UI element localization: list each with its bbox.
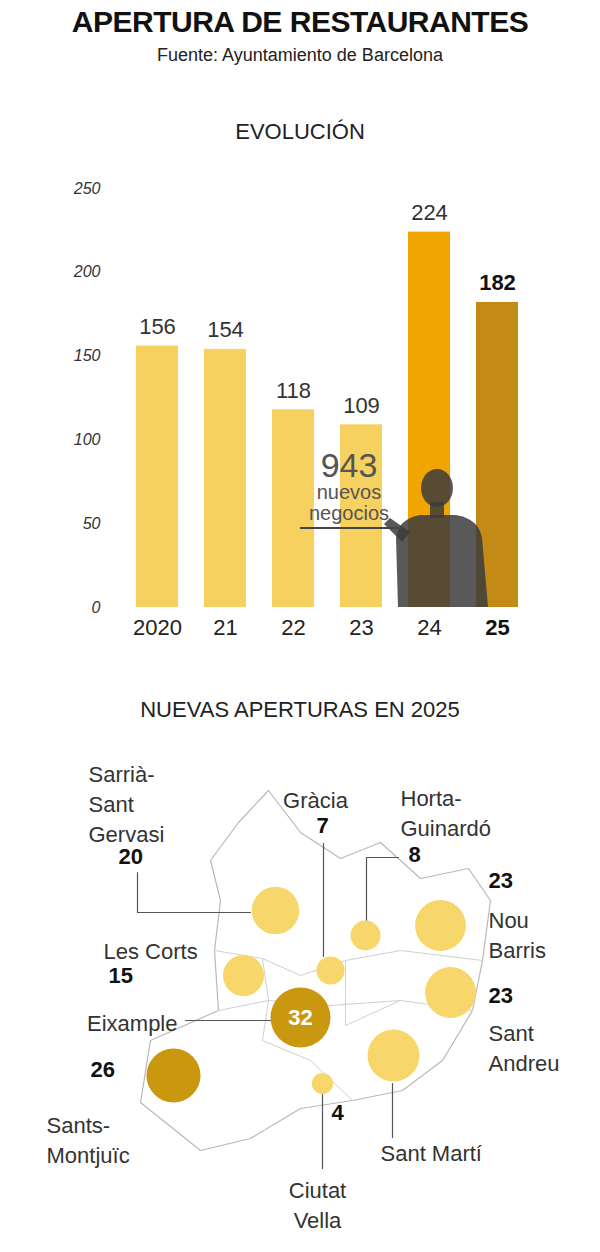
svg-text:200: 200 xyxy=(73,263,101,280)
svg-text:4: 4 xyxy=(331,1100,344,1125)
html-text:EVOLUCIÓN: EVOLUCIÓN xyxy=(235,119,365,144)
svg-text:109: 109 xyxy=(343,393,380,418)
svg-text:156: 156 xyxy=(139,314,176,339)
svg-text:SantAndreu: SantAndreu xyxy=(489,1021,560,1076)
html-text:Fuente: Ayuntamiento de Barcel: Fuente: Ayuntamiento de Barcelona xyxy=(157,45,443,65)
html-text:NUEVAS APERTURAS EN 2025: NUEVAS APERTURAS EN 2025 xyxy=(140,697,460,722)
svg-text:7: 7 xyxy=(316,813,328,838)
svg-text:nuevos: nuevos xyxy=(317,481,382,503)
svg-text:26: 26 xyxy=(91,1057,115,1082)
svg-text:2020: 2020 xyxy=(133,615,182,640)
svg-text:Sant Martí: Sant Martí xyxy=(381,1141,482,1166)
svg-text:21: 21 xyxy=(213,615,237,640)
svg-text:154: 154 xyxy=(207,317,244,342)
svg-text:23: 23 xyxy=(349,615,373,640)
svg-text:20: 20 xyxy=(119,844,143,869)
svg-text:Eixample: Eixample xyxy=(87,1011,177,1036)
svg-text:CiutatVella: CiutatVella xyxy=(289,1178,346,1233)
svg-text:22: 22 xyxy=(281,615,305,640)
html-text:APERTURA DE RESTAURANTES: APERTURA DE RESTAURANTES xyxy=(71,5,529,38)
svg-text:0: 0 xyxy=(92,599,101,616)
svg-text:8: 8 xyxy=(409,842,421,867)
svg-text:Les Corts: Les Corts xyxy=(104,939,198,964)
svg-text:15: 15 xyxy=(109,963,133,988)
svg-text:250: 250 xyxy=(73,180,101,197)
svg-text:Sarrià-SantGervasi: Sarrià-SantGervasi xyxy=(89,762,165,847)
svg-text:224: 224 xyxy=(411,200,448,225)
svg-text:24: 24 xyxy=(417,615,441,640)
svg-text:NouBarris: NouBarris xyxy=(489,908,546,963)
svg-text:118: 118 xyxy=(276,378,311,403)
svg-text:943: 943 xyxy=(321,446,378,484)
svg-text:100: 100 xyxy=(74,431,101,448)
svg-text:Gràcia: Gràcia xyxy=(283,788,349,813)
svg-text:Horta-Guinardó: Horta-Guinardó xyxy=(401,786,492,841)
svg-text:23: 23 xyxy=(489,868,513,893)
svg-text:182: 182 xyxy=(479,270,516,295)
svg-text:23: 23 xyxy=(489,983,513,1008)
svg-text:50: 50 xyxy=(83,515,101,532)
svg-text:Sants-Montjuïc: Sants-Montjuïc xyxy=(47,1113,130,1168)
svg-text:negocios: negocios xyxy=(309,502,389,524)
svg-text:32: 32 xyxy=(288,1005,312,1030)
svg-text:150: 150 xyxy=(74,347,101,364)
svg-text:25: 25 xyxy=(485,615,509,640)
